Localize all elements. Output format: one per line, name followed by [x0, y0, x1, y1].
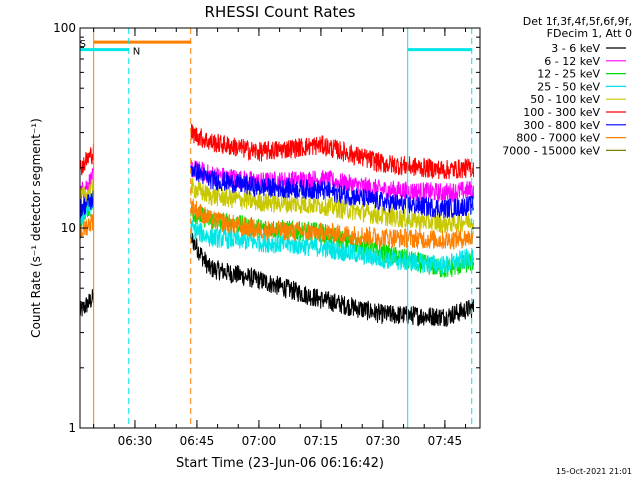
y-tick-label: 10 [61, 221, 76, 235]
x-tick-label: 06:45 [180, 434, 215, 448]
series-line [79, 143, 94, 176]
series-line [79, 167, 94, 202]
x-tick-label: 07:15 [304, 434, 339, 448]
series-line [190, 161, 474, 219]
legend: Det 1f,3f,4f,5f,6f,9f,FDecim 1, Att 0 3 -… [502, 15, 632, 157]
interval-label: N [133, 47, 140, 58]
y-axis-label: Count Rate (s⁻¹ detector segment⁻¹) [29, 118, 43, 338]
series-line [79, 179, 94, 208]
x-tick-label: 07:30 [366, 434, 401, 448]
x-tick-label: 07:00 [242, 434, 277, 448]
legend-entry-label: 25 - 50 keV [537, 80, 600, 93]
plot-area: SN [79, 28, 475, 428]
legend-entry-label: 6 - 12 keV [544, 55, 600, 68]
interval-layer: SN [80, 28, 473, 428]
axis-layer: 1 10 100 06:30 06:45 07:00 07:15 07:30 07:45 [53, 21, 480, 448]
series-line [190, 219, 475, 276]
legend-entry-label: 100 - 300 keV [523, 106, 600, 119]
series-line [79, 190, 94, 218]
x-axis-label: Start Time (23-Jun-06 06:16:42) [176, 456, 384, 471]
legend-entry-label: 50 - 100 keV [530, 93, 600, 106]
legend-entry-label: 7000 - 15000 keV [502, 144, 600, 157]
series-line [79, 289, 94, 317]
legend-header: FDecim 1, Att 0 [547, 27, 632, 40]
series-line [190, 230, 475, 328]
y-tick-label: 100 [53, 21, 76, 35]
legend-entry-label: 3 - 6 keV [551, 42, 600, 55]
interval-label: S [80, 39, 86, 50]
footer-date: 15-Oct-2021 21:01 [556, 467, 632, 476]
series-layer [79, 123, 475, 328]
legend-entry-label: 800 - 7000 keV [516, 132, 600, 145]
series-line [190, 123, 475, 180]
x-tick-label: 07:45 [428, 434, 463, 448]
legend-entry-label: 12 - 25 keV [537, 68, 600, 81]
series-line [79, 213, 94, 239]
series-line [190, 198, 474, 250]
legend-entry-label: 300 - 800 keV [523, 119, 600, 132]
y-tick-label: 1 [68, 421, 76, 435]
chart-title: RHESSI Count Rates [205, 3, 356, 21]
x-tick-label: 06:30 [118, 434, 153, 448]
legend-header: Det 1f,3f,4f,5f,6f,9f, [523, 15, 632, 28]
